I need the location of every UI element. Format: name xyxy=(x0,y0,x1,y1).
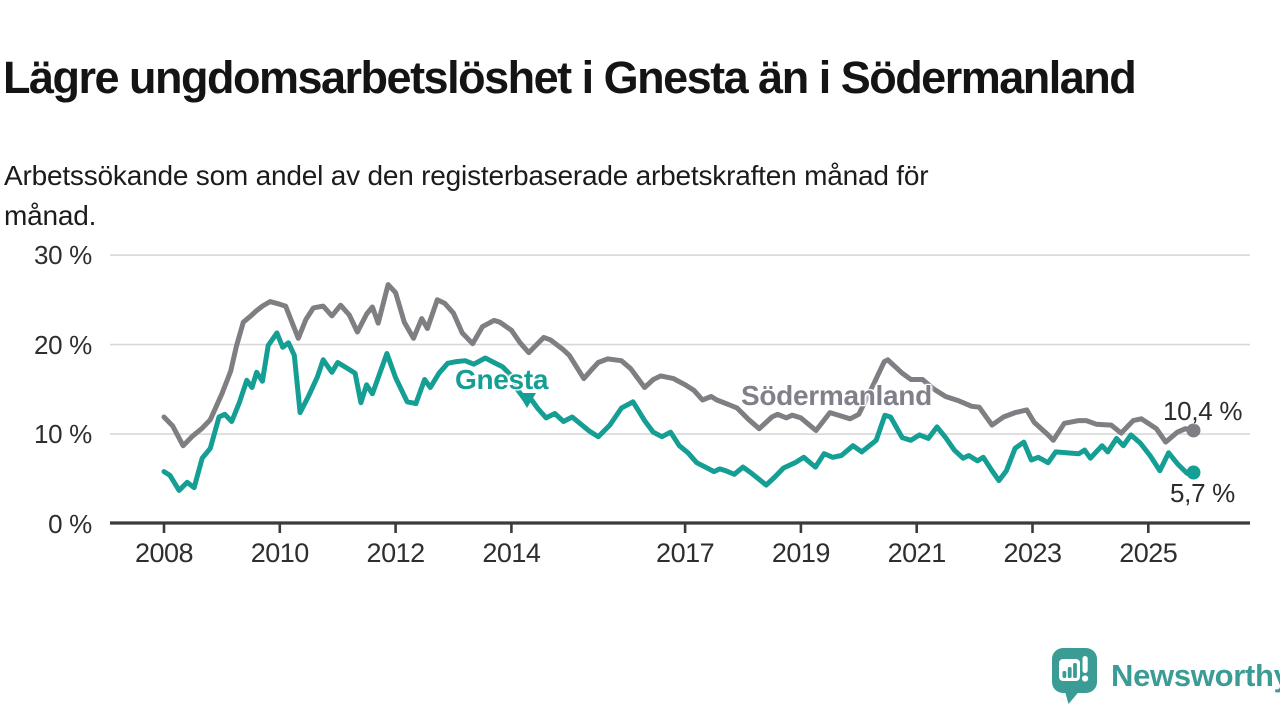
newsworthy-brand: Newsworthy xyxy=(1050,645,1280,707)
x-tick-label-2025: 2025 xyxy=(1119,538,1178,568)
sodermanland-series-label: Södermanland xyxy=(741,380,932,411)
chart-title: Lägre ungdomsarbetslöshet i Gnesta än i … xyxy=(3,52,1137,104)
newsworthy-logo-icon xyxy=(1052,648,1097,704)
x-tick-label-2021: 2021 xyxy=(887,538,947,568)
x-tick-label-2010: 2010 xyxy=(250,538,310,568)
x-tick-label-2008: 2008 xyxy=(134,538,194,568)
x-tick-label-2014: 2014 xyxy=(482,538,541,568)
y-tick-label-30: 30 % xyxy=(33,240,92,271)
newsworthy-brand-text: Newsworthy xyxy=(1111,658,1280,693)
y-tick-label-0: 0 % xyxy=(48,508,92,539)
gnesta-end-value-label: 5,7 % xyxy=(1170,478,1235,508)
sodermanland-end-value-label: 10,4 % xyxy=(1163,396,1243,426)
chart-subtitle: Arbetssökande som andel av den registerb… xyxy=(4,160,929,232)
x-tick-label-2019: 2019 xyxy=(771,538,831,568)
y-tick-label-10: 10 % xyxy=(33,419,92,450)
down-arrow-icon xyxy=(518,393,536,408)
x-tick-label-2017: 2017 xyxy=(656,538,715,568)
x-tick-label-2023: 2023 xyxy=(1003,538,1062,568)
gnesta-series-label: Gnesta xyxy=(455,364,549,395)
x-tick-label-2012: 2012 xyxy=(366,538,426,568)
y-tick-label-20: 20 % xyxy=(33,329,92,360)
